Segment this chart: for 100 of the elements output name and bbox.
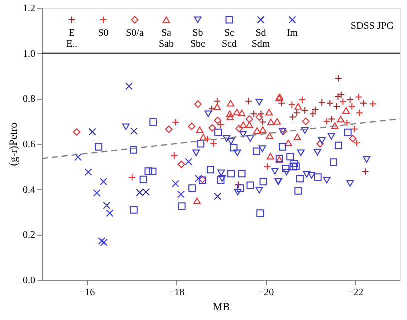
point (267, 118, 275, 126)
point (279, 143, 286, 151)
point (258, 110, 266, 118)
point (362, 168, 370, 176)
point (218, 175, 226, 182)
point (214, 116, 222, 124)
point (98, 238, 106, 245)
point (274, 118, 282, 125)
point (286, 153, 294, 161)
point (301, 106, 309, 114)
point (294, 187, 302, 195)
point (342, 107, 350, 114)
point (246, 135, 254, 142)
point (240, 122, 248, 128)
point (149, 168, 157, 176)
point (73, 128, 81, 136)
point (334, 93, 342, 101)
point (100, 178, 108, 186)
point (245, 98, 252, 106)
point (259, 126, 267, 134)
point (256, 98, 264, 106)
point (226, 110, 234, 118)
point (256, 210, 264, 218)
point (318, 138, 326, 144)
point (260, 178, 268, 186)
point (282, 164, 290, 172)
point (338, 91, 346, 99)
point (318, 99, 326, 106)
point (240, 131, 248, 138)
point (250, 110, 258, 118)
point (330, 158, 338, 166)
point (246, 122, 254, 128)
point (323, 118, 331, 126)
point (326, 100, 334, 108)
point (246, 116, 254, 124)
point (194, 100, 202, 108)
point (103, 202, 111, 210)
point (100, 238, 108, 246)
point (339, 98, 347, 106)
x-axis-title: MB (212, 302, 230, 314)
point (356, 109, 364, 117)
point (178, 160, 186, 168)
point (314, 174, 322, 182)
point (226, 114, 234, 121)
point (301, 128, 309, 134)
point (351, 126, 359, 134)
point (334, 142, 342, 150)
point (264, 163, 272, 171)
point (208, 124, 216, 132)
point (238, 110, 246, 116)
point (271, 168, 279, 175)
point (328, 133, 336, 140)
point (256, 114, 264, 121)
point (363, 156, 371, 163)
point (228, 170, 236, 178)
point (302, 118, 310, 126)
point (88, 128, 96, 136)
point (343, 119, 351, 127)
point (290, 163, 298, 171)
point (217, 176, 225, 184)
point (308, 172, 316, 179)
point (328, 116, 336, 124)
legend-label: Sd Sdm (252, 28, 270, 50)
x-tick-label: −22 (348, 288, 364, 298)
legend-label: Sb Sbc (190, 28, 206, 50)
point (234, 150, 242, 156)
point (227, 100, 235, 107)
point (259, 118, 267, 126)
point (312, 106, 320, 114)
x-tick-label: −16 (79, 288, 96, 298)
point (353, 139, 361, 147)
point (360, 100, 368, 108)
point (314, 149, 322, 156)
point (130, 146, 138, 154)
point (93, 189, 101, 197)
point (238, 170, 246, 178)
point (214, 104, 222, 110)
point (289, 114, 297, 121)
point (84, 168, 92, 176)
point (172, 118, 180, 126)
y-tick-label: 1.2 (23, 4, 36, 14)
point (206, 166, 214, 174)
legend-label: S0 (98, 28, 109, 39)
point (185, 158, 193, 166)
point (256, 187, 264, 194)
point (194, 198, 202, 204)
y-tick-label: 0.4 (23, 184, 36, 196)
point (165, 126, 173, 134)
point (214, 192, 222, 200)
point (349, 135, 357, 143)
legend-label: S0/a (126, 28, 144, 39)
point (246, 182, 254, 190)
legend-label: Im (286, 28, 298, 39)
y-axis-title: (g-r)Petro (8, 122, 20, 166)
point (188, 184, 196, 192)
point (233, 108, 241, 116)
point (346, 180, 354, 187)
point (334, 74, 342, 82)
annotation: SDSS JPG (350, 21, 394, 32)
y-tick-label: 0.2 (23, 230, 36, 242)
